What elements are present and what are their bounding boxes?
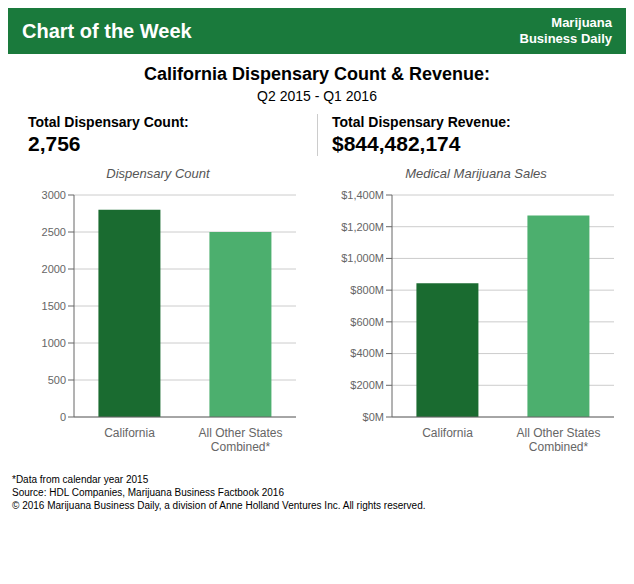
html-text:Total Dispensary Revenue:: Total Dispensary Revenue: xyxy=(332,114,511,130)
html-text:Business Daily: Business Daily xyxy=(519,31,612,46)
html-text:Source: HDL Companies, Marijua: Source: HDL Companies, Marijuana Busines… xyxy=(12,487,284,498)
svg-text:2500: 2500 xyxy=(42,226,66,238)
svg-text:California: California xyxy=(104,426,155,440)
svg-text:$1,200M: $1,200M xyxy=(341,221,384,233)
html-text:*Data from calendar year 2015: *Data from calendar year 2015 xyxy=(12,474,149,485)
svg-text:$200M: $200M xyxy=(350,379,384,391)
svg-text:All Other StatesCombined*: All Other StatesCombined* xyxy=(516,426,600,454)
svg-text:2000: 2000 xyxy=(42,263,66,275)
html-text:California Dispensary Count &: California Dispensary Count & Revenue: xyxy=(144,64,490,84)
svg-text:500: 500 xyxy=(48,374,66,386)
html-text:Q2 2015 - Q1 2016: Q2 2015 - Q1 2016 xyxy=(257,88,377,104)
svg-text:California: California xyxy=(422,426,473,440)
html-text:$844,482,174: $844,482,174 xyxy=(332,132,461,155)
svg-text:$600M: $600M xyxy=(350,316,384,328)
svg-text:1500: 1500 xyxy=(42,300,66,312)
html-text:Total Dispensary Count:: Total Dispensary Count: xyxy=(28,114,189,130)
html-text:2,756: 2,756 xyxy=(28,132,81,155)
html-text:Medical Marijuana Sales: Medical Marijuana Sales xyxy=(405,166,547,181)
svg-text:$400M: $400M xyxy=(350,347,384,359)
svg-text:0: 0 xyxy=(60,411,66,423)
html-text:Marijuana: Marijuana xyxy=(551,15,612,30)
html-text:Dispensary Count: Dispensary Count xyxy=(106,166,210,181)
svg-text:$800M: $800M xyxy=(350,284,384,296)
svg-text:3000: 3000 xyxy=(42,189,66,201)
html-text:© 2016 Marijuana Business Dail: © 2016 Marijuana Business Daily, a divis… xyxy=(12,500,426,511)
svg-text:All Other StatesCombined*: All Other StatesCombined* xyxy=(198,426,282,454)
svg-text:$0M: $0M xyxy=(363,411,384,423)
html-text:Chart of the Week: Chart of the Week xyxy=(22,19,192,42)
svg-text:$1,000M: $1,000M xyxy=(341,252,384,264)
svg-text:$1,400M: $1,400M xyxy=(341,189,384,201)
svg-text:1000: 1000 xyxy=(42,337,66,349)
